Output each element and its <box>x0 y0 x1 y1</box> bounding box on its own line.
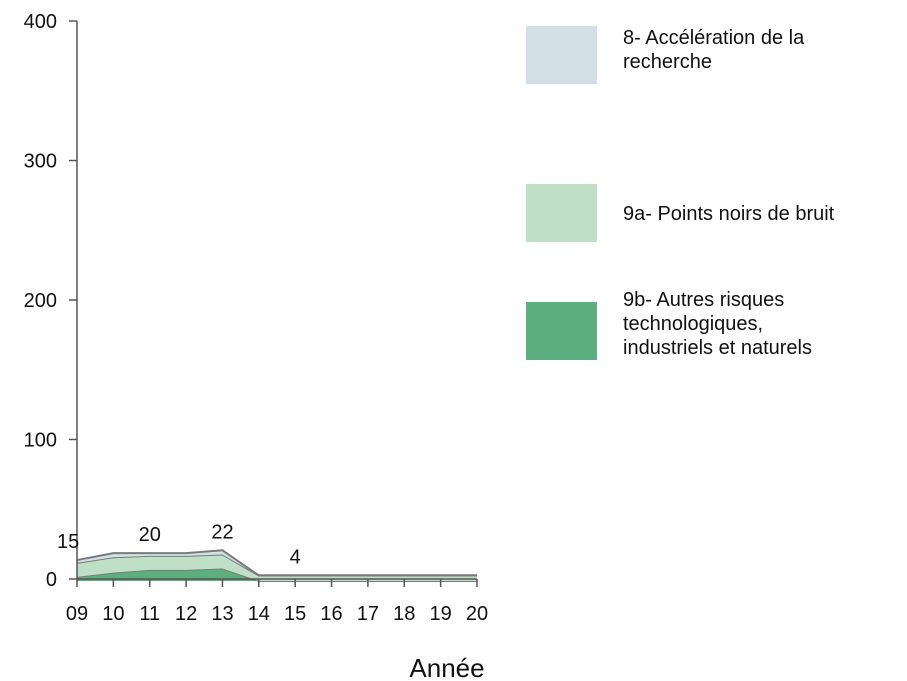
x-tick-label: 09 <box>66 603 88 625</box>
data-label: 15 <box>57 531 79 553</box>
legend-swatch <box>526 302 597 360</box>
legend-swatch <box>526 184 597 242</box>
x-tick-label: 11 <box>139 603 160 625</box>
legend-label: 8- Accélération de la recherche <box>623 27 805 73</box>
area-layers <box>76 549 477 582</box>
y-tick-label: 300 <box>24 151 57 173</box>
x-tick-label: 19 <box>430 603 452 625</box>
legend-item-autres-risques: 9b- Autres risques technologiques, indus… <box>526 289 907 362</box>
legend-item-acceleration-recherche: 8- Accélération de la recherche <box>526 26 907 86</box>
x-tick-label: 14 <box>248 603 270 625</box>
x-tick-label: 15 <box>284 603 306 625</box>
data-label: 20 <box>139 524 161 546</box>
data-label: 22 <box>211 521 233 543</box>
y-tick-label: 0 <box>46 569 57 591</box>
area-series-0 <box>77 568 477 581</box>
y-axis-ticks: 0 100 200 300 400 <box>24 11 77 591</box>
y-tick-label: 400 <box>24 11 57 33</box>
x-tick-label: 18 <box>393 603 415 625</box>
x-tick-label: 20 <box>466 603 488 625</box>
x-axis-ticks: 09 10 11 12 13 14 15 16 17 18 19 20 <box>66 579 488 625</box>
x-tick-label: 17 <box>357 603 379 625</box>
legend-item-points-noirs-bruit: 9a- Points noirs de bruit <box>526 184 907 244</box>
x-tick-label: 16 <box>320 603 342 625</box>
y-tick-label: 100 <box>24 430 57 452</box>
y-tick-label: 200 <box>24 290 57 312</box>
x-tick-label: 10 <box>102 603 124 625</box>
axes <box>76 21 477 580</box>
data-label: 4 <box>290 546 301 568</box>
legend-label: 9a- Points noirs de bruit <box>623 203 835 225</box>
data-labels: 15 20 22 4 <box>57 521 301 568</box>
area-series-1 <box>77 554 477 581</box>
x-tick-label: 12 <box>175 603 197 625</box>
x-axis-title: Année <box>409 653 484 681</box>
area-series-2-edge <box>76 549 477 577</box>
legend-label: 9b- Autres risques technologiques, indus… <box>623 289 812 359</box>
legend-swatch <box>526 26 597 84</box>
x-tick-label: 13 <box>211 603 233 625</box>
